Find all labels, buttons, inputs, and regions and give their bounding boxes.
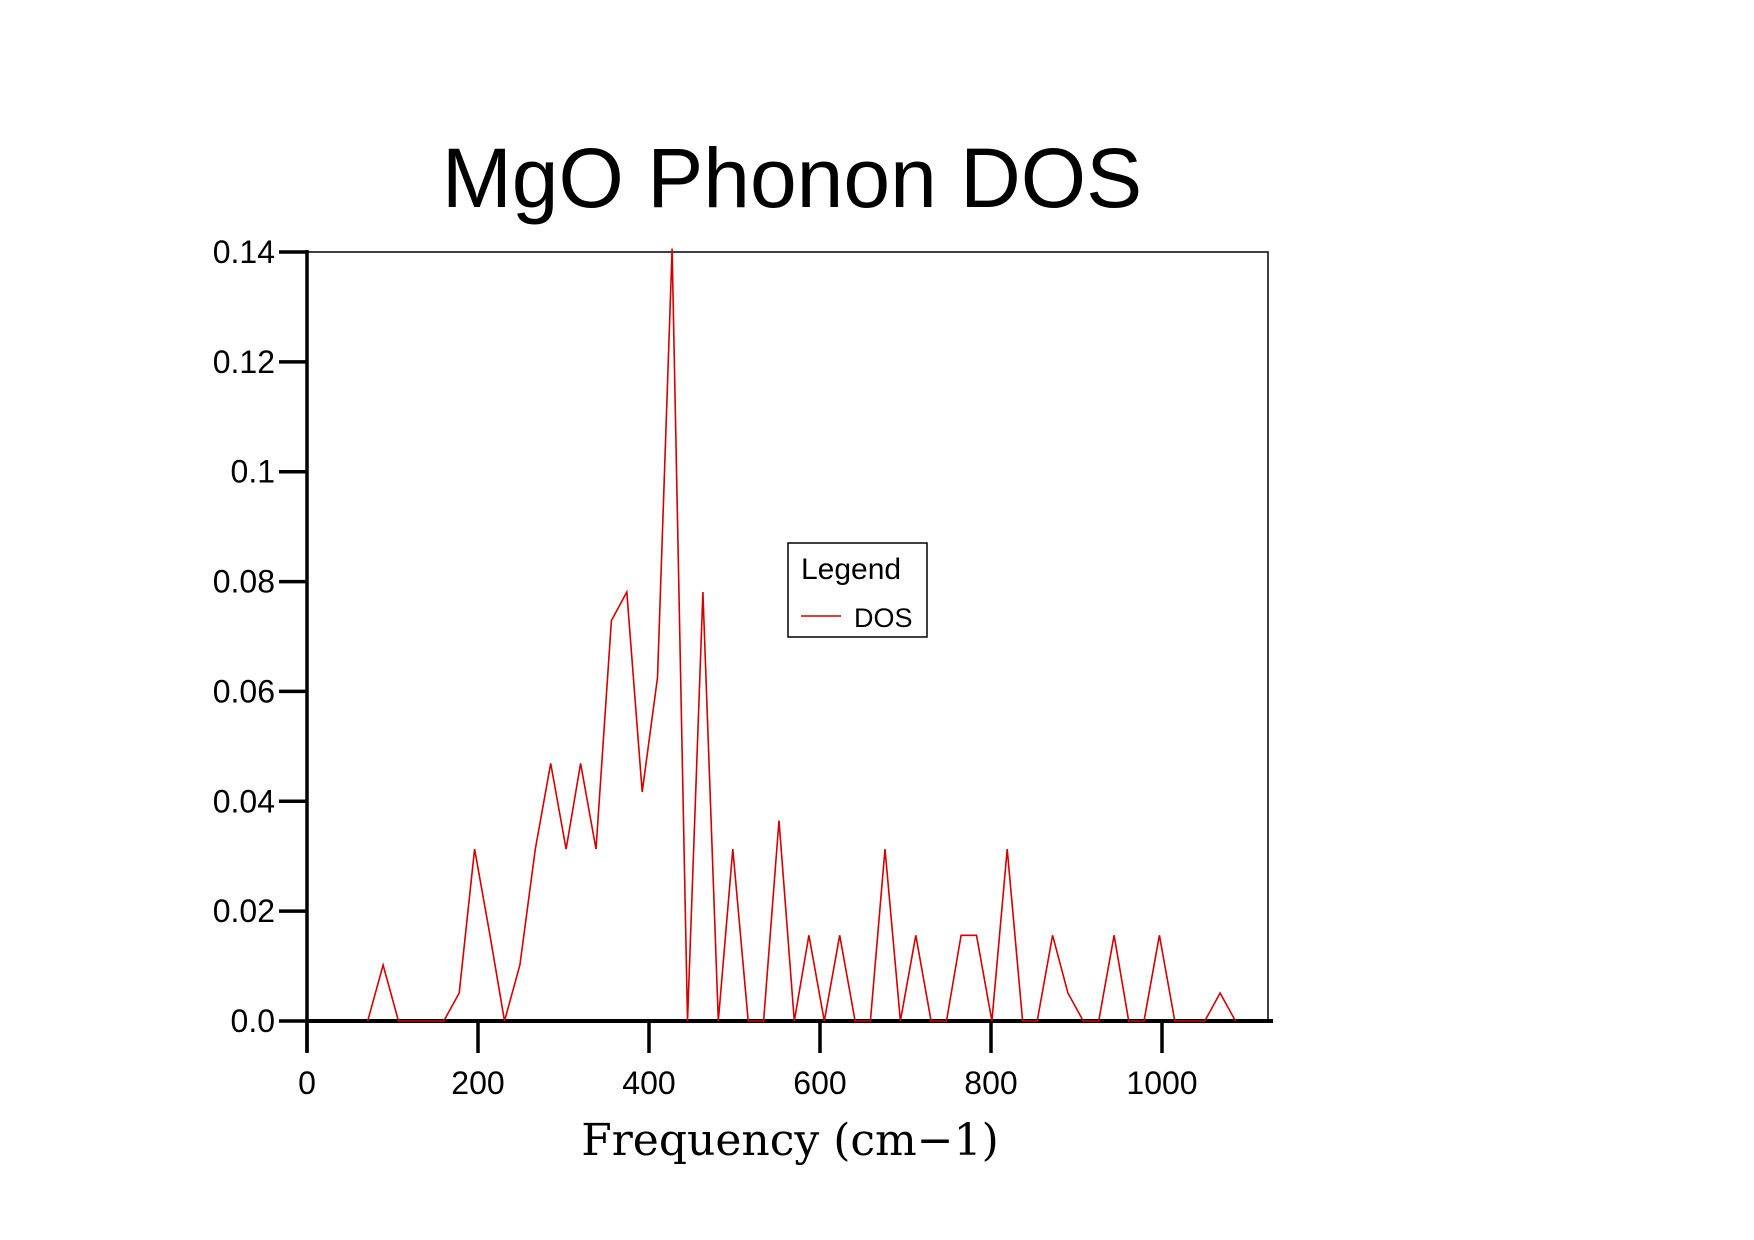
x-tick-label: 0: [298, 1065, 316, 1101]
series-layer: [366, 248, 1237, 1022]
y-tick-label: 0.02: [213, 893, 275, 929]
x-tick-label: 200: [451, 1065, 504, 1101]
y-tick-label: 0.04: [213, 783, 275, 819]
chart-title: MgO Phonon DOS: [442, 131, 1142, 225]
x-tick-label: 800: [964, 1065, 1017, 1101]
y-tick-label: 0.0: [231, 1003, 275, 1039]
y-tick-label: 0.06: [213, 673, 275, 709]
y-tick-label: 0.1: [231, 454, 275, 490]
y-tick-label: 0.08: [213, 564, 275, 600]
x-axis-label: Frequency (cm−1): [581, 1115, 999, 1166]
y-tick-label: 0.14: [213, 234, 275, 270]
legend: Legend DOS: [787, 542, 928, 638]
legend-entry-dos: DOS: [854, 603, 913, 633]
legend-title: Legend: [801, 553, 901, 586]
y-ticks: 0.0 0.02 0.04 0.06 0.08 0.1 0.12 0.14: [213, 234, 307, 1039]
y-tick-label: 0.12: [213, 344, 275, 380]
x-tick-label: 1000: [1126, 1065, 1197, 1101]
x-tick-label: 600: [793, 1065, 846, 1101]
legend-box: [787, 542, 928, 638]
x-ticks: 0 200 400 600 800 1000: [298, 1021, 1198, 1101]
x-tick-label: 400: [622, 1065, 675, 1101]
series-line-dos: [366, 248, 1237, 1022]
